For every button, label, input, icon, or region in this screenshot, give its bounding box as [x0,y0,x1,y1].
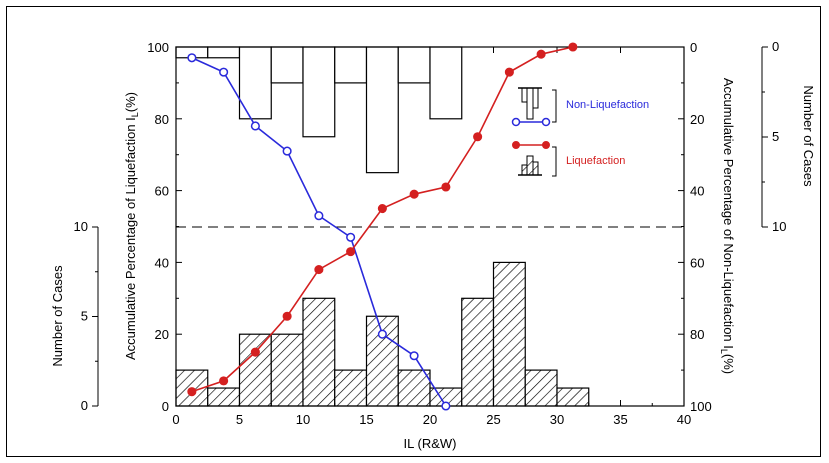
x-axis: 0 5 10 15 20 25 30 35 40 [172,47,691,427]
liquefaction-bar [556,387,590,407]
right-y-tick-label: 100 [690,399,712,414]
right-y-tick-label: 80 [690,327,704,342]
lower-count-tick-label: 10 [74,219,88,234]
right-y-tick-label: 40 [690,184,704,199]
figure-frame [6,6,821,457]
liquefaction-point [250,347,260,357]
liquefaction-bar [492,261,526,407]
non-liquefaction-bar [302,46,336,138]
liquefaction-point [314,265,324,275]
liquefaction-bar [334,369,368,407]
left-y-tick-label: 60 [155,184,169,199]
non-liquefaction-bar [270,46,304,84]
non-liquefaction-point [441,401,451,411]
liquefaction-histogram [175,261,590,407]
x-tick-label: 10 [296,412,310,427]
legend-label-non-liquefaction: Non-Liquefaction [566,99,649,111]
upper-count-tick-label: 0 [772,39,779,54]
liquefaction-point [473,132,483,142]
non-liquefaction-point [346,232,356,242]
right-y-axis-title-sub: L [719,349,729,354]
liquefaction-point [219,376,229,386]
legend: Non-Liquefaction Liquefaction [511,87,649,177]
non-liquefaction-histogram [175,46,463,174]
liquefaction-point [346,247,356,257]
non-liquefaction-point [282,146,292,156]
right-y-axis-title: Accumulative Percentage of Non-Liquefact… [719,78,736,374]
liquefaction-point [504,67,514,77]
lower-count-axis-title: Number of Cases [50,265,65,367]
non-liquefaction-point [377,329,387,339]
upper-count-axis: 0 5 10 [761,39,786,234]
right-y-axis: 0 20 40 60 80 100 [678,40,712,414]
right-y-tick-label: 60 [690,255,704,270]
x-tick-label: 15 [359,412,373,427]
non-liquefaction-point [219,67,229,77]
left-y-axis-title-tail: (%) [123,92,138,112]
liquefaction-bar [207,387,241,407]
upper-count-axis-title: Number of Cases [801,85,816,187]
non-liquefaction-bar [334,46,368,84]
liquefaction-point [282,311,292,321]
legend-non-liquefaction-line-symbol [511,117,551,127]
x-tick-label: 5 [236,412,243,427]
x-axis-title: IL (R&W) [404,436,457,451]
upper-count-tick-label: 10 [772,219,786,234]
liquefaction-point [409,189,419,199]
x-tick-label: 25 [486,412,500,427]
liquefaction-point [441,182,451,192]
series-lines [187,42,578,411]
liquefaction-point [187,387,197,397]
liquefaction-point [377,204,387,214]
legend-liquefaction-bracket [552,146,557,177]
left-y-axis-title: Accumulative Percentage of Liquefaction … [123,92,140,360]
left-y-tick-label: 0 [162,399,169,414]
liquefaction-bar [397,369,431,407]
non-liquefaction-bar [365,46,399,174]
liquefaction-point [568,42,578,52]
non-liquefaction-point [314,211,324,221]
x-tick-label: 40 [677,412,691,427]
liquefaction-bar [270,333,304,407]
liquefaction-bar [238,333,272,407]
legend-label-liquefaction: Liquefaction [566,155,625,167]
right-y-axis-title-tail: (%) [721,354,736,374]
left-y-axis-title-sub: L [130,112,140,117]
lower-count-axis: 0 5 10 [74,219,99,413]
x-tick-label: 30 [550,412,564,427]
liquefaction-point [536,49,546,59]
non-liquefaction-point [187,53,197,63]
legend-liquefaction-histogram-symbol [518,155,542,176]
right-y-tick-label: 0 [690,40,697,55]
legend-non-liquefaction-bracket [552,89,557,123]
legend-liquefaction-line-symbol [512,141,550,149]
liquefaction-bar [302,297,336,407]
non-liquefaction-point [250,121,260,131]
legend-non-liquefaction-histogram-symbol [518,87,542,120]
left-y-tick-label: 40 [155,255,169,270]
liquefaction-bar [461,297,495,407]
lower-count-tick-label: 5 [81,309,88,324]
left-y-axis: 0 20 40 60 80 100 [147,40,182,414]
x-tick-label: 35 [613,412,627,427]
right-y-tick-label: 20 [690,112,704,127]
left-y-tick-label: 20 [155,327,169,342]
liquefaction-bar [524,369,558,407]
left-y-tick-label: 100 [147,40,169,55]
non-liquefaction-bar [397,46,431,84]
left-y-tick-label: 80 [155,112,169,127]
non-liquefaction-bar [429,46,463,120]
x-tick-label: 20 [423,412,437,427]
non-liquefaction-bar [207,46,241,59]
upper-count-tick-label: 5 [772,129,779,144]
lower-count-tick-label: 0 [81,398,88,413]
x-tick-label: 0 [172,412,179,427]
non-liquefaction-point [409,351,419,361]
